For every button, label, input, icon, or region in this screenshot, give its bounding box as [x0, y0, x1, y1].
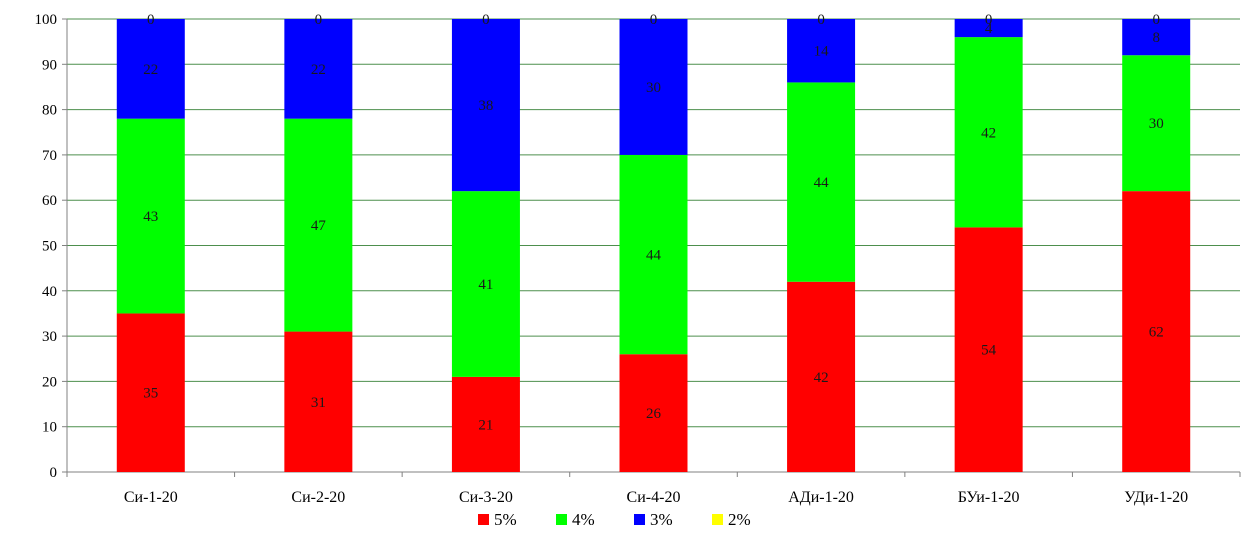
x-tick-label: Си-4-20 — [627, 489, 681, 506]
data-label: 42 — [814, 370, 829, 386]
y-tick-label: 0 — [50, 465, 58, 481]
y-tick-label: 60 — [42, 193, 57, 209]
data-label: 44 — [814, 175, 830, 191]
y-axis: 0 10 20 30 40 50 60 70 80 90 100 — [35, 12, 68, 481]
bar-segment — [1122, 191, 1191, 472]
data-label: 0 — [1152, 12, 1160, 28]
bar-segment — [451, 191, 520, 377]
data-label: 47 — [311, 218, 327, 234]
bar-segment — [1122, 19, 1191, 56]
legend-label: 5% — [494, 510, 517, 529]
y-tick-label: 90 — [42, 57, 57, 73]
bar-segment — [787, 281, 856, 472]
legend: 5% 4% 3% 2% — [478, 510, 751, 529]
legend-swatch — [634, 514, 645, 525]
bar-segment — [954, 37, 1023, 228]
data-label: 26 — [646, 406, 662, 422]
data-label: 22 — [311, 62, 326, 78]
data-label: 35 — [143, 386, 158, 402]
y-tick-label: 40 — [42, 284, 57, 300]
bar-segment — [451, 376, 520, 472]
data-label: 54 — [981, 343, 997, 359]
y-tick-label: 80 — [42, 103, 57, 119]
bar-segment — [116, 118, 185, 314]
legend-label: 2% — [728, 510, 751, 529]
bar-segment — [619, 354, 688, 472]
bar-segment — [284, 118, 353, 332]
y-tick-label: 70 — [42, 148, 57, 164]
data-label: 14 — [814, 44, 830, 60]
data-label: 0 — [482, 12, 490, 28]
data-label: 0 — [650, 12, 658, 28]
data-label: 0 — [315, 12, 323, 28]
bar-segment — [787, 19, 856, 83]
data-label: 8 — [1152, 30, 1160, 46]
data-label: 31 — [311, 395, 326, 411]
data-label: 0 — [147, 12, 155, 28]
data-label: 38 — [478, 98, 493, 114]
x-tick-label: АДи-1-20 — [788, 489, 854, 506]
bar-segment — [619, 19, 688, 155]
data-label: 22 — [143, 62, 158, 78]
bar-segment — [116, 19, 185, 119]
data-label: 0 — [985, 12, 993, 28]
data-label: 4 — [985, 21, 993, 37]
data-label: 43 — [143, 209, 158, 225]
data-label: 30 — [1149, 116, 1164, 132]
x-axis: Си-1-20 Си-2-20 Си-3-20 Си-4-20 АДи-1-20 БУи-… — [66, 472, 1241, 506]
data-label: 41 — [478, 277, 493, 293]
x-tick-label: Си-2-20 — [291, 489, 345, 506]
bar-segment — [284, 331, 353, 472]
bar-segment — [787, 82, 856, 282]
y-tick-label: 50 — [42, 239, 57, 255]
bars: 35 43 22 0 31 47 22 0 21 41 38 0 26 44 30 0 42 44 14 0 54 42 4… — [116, 12, 1191, 472]
bar-segment — [116, 313, 185, 472]
x-tick-label: Си-3-20 — [459, 489, 513, 506]
data-label: 0 — [817, 12, 825, 28]
data-label: 42 — [981, 125, 996, 141]
bar-segment — [954, 227, 1023, 472]
legend-label: 3% — [650, 510, 673, 529]
legend-swatch — [556, 514, 567, 525]
data-label: 62 — [1149, 325, 1164, 341]
bar-segment — [619, 154, 688, 355]
y-tick-label: 20 — [42, 374, 57, 390]
x-tick-label: Си-1-20 — [124, 489, 178, 506]
y-tick-label: 100 — [35, 12, 58, 28]
bar-segment — [451, 19, 520, 192]
data-label: 44 — [646, 248, 662, 264]
y-tick-label: 10 — [42, 420, 57, 436]
data-label: 30 — [646, 80, 661, 96]
bar-segment — [1122, 55, 1191, 192]
bar-segment — [954, 19, 1023, 38]
x-tick-label: БУи-1-20 — [958, 489, 1020, 506]
legend-label: 4% — [572, 510, 595, 529]
data-label: 21 — [478, 417, 493, 433]
legend-swatch — [712, 514, 723, 525]
y-tick-label: 30 — [42, 329, 57, 345]
x-tick-label: УДи-1-20 — [1124, 489, 1188, 506]
legend-swatch — [478, 514, 489, 525]
bar-segment — [284, 19, 353, 119]
